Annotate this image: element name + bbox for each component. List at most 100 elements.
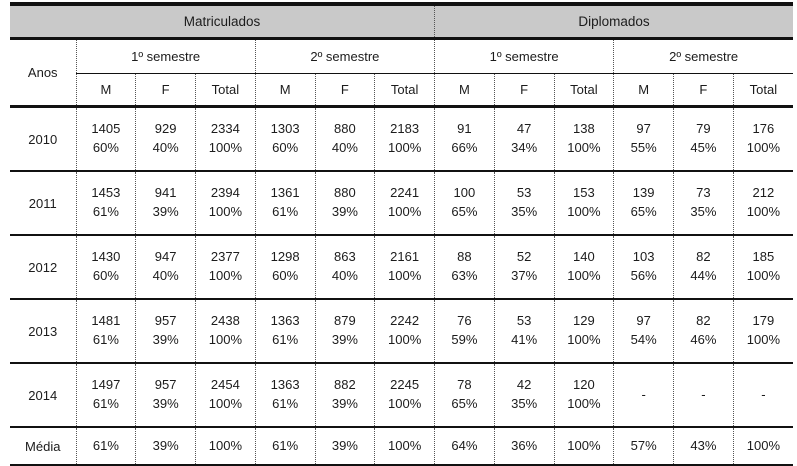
row-label-cell: 2011 (28, 195, 57, 211)
data-cell: 76 59% (434, 299, 495, 363)
data-cell: 100 65% (434, 171, 495, 235)
data-cell: 47 34% (493, 106, 554, 171)
row-label-cell: 2012 (28, 259, 58, 275)
data-cell: 179 100% (732, 299, 793, 363)
data-cell: 97 55% (613, 106, 674, 171)
data-cell: 91 66% (434, 106, 495, 171)
data-cell: 863 40% (314, 235, 375, 299)
data-cell: 1430 60% (75, 235, 136, 299)
data-cell: - (613, 363, 674, 427)
col-header-f: F (673, 73, 734, 107)
data-cell: 185 100% (732, 235, 793, 299)
data-cell: 176 100% (732, 106, 793, 171)
data-cell: 1363 61% (254, 299, 315, 363)
data-cell: 73 35% (673, 171, 734, 235)
enrollment-graduates-table: Matriculados Diplomados Anos 1º semestre… (10, 2, 793, 466)
table-row: 2014 1497 61% 957 39% 2454 100% 1363 61% 882 39% 22… (10, 363, 793, 427)
data-cell: 941 39% (135, 171, 196, 235)
semester-header-3: 1º semestre (433, 38, 614, 74)
data-cell: 97 54% (613, 299, 674, 363)
data-cell: 2161 100% (374, 235, 435, 299)
data-cell: 138 100% (553, 106, 614, 171)
table-row: 2011 1453 61% 941 39% 2394 100% 1361 61% 880 39% 22… (10, 171, 793, 235)
data-cell: - (732, 363, 793, 427)
semester-header-1: 1º semestre (75, 38, 256, 74)
data-cell: 39% (314, 427, 375, 466)
data-cell: 88 63% (434, 235, 495, 299)
table-body: 2010 1405 60% 929 40% 2334 100% 1303 60% 880 40% 21… (10, 106, 793, 466)
data-cell: - (673, 363, 734, 427)
row-label-cell: 2010 (28, 131, 58, 147)
semester-header-row: Anos 1º semestre 2º semestre 1º semestre… (10, 38, 793, 80)
data-cell: 2245 100% (374, 363, 435, 427)
data-cell: 78 65% (434, 363, 495, 427)
data-cell: 957 39% (135, 363, 196, 427)
col-header-f: F (135, 73, 196, 107)
col-header-f: F (493, 73, 554, 107)
data-cell: 103 56% (613, 235, 674, 299)
data-cell: 82 46% (673, 299, 734, 363)
data-cell: 82 44% (673, 235, 734, 299)
table-row: 2013 1481 61% 957 39% 2438 100% 1363 61% 879 39% 22… (10, 299, 793, 363)
data-cell: 2454 100% (195, 363, 256, 427)
col-header-total: Total (732, 73, 793, 107)
data-cell: 120 100% (553, 363, 614, 427)
data-cell: 100% (553, 427, 614, 466)
data-cell: 1303 60% (254, 106, 315, 171)
data-cell: 1497 61% (75, 363, 136, 427)
data-cell: 2438 100% (195, 299, 256, 363)
data-cell: 61% (254, 427, 315, 466)
data-cell: 129 100% (553, 299, 614, 363)
col-header-total: Total (195, 73, 256, 107)
table-row: 2012 1430 60% 947 40% 2377 100% 1298 60% 863 40% 21… (10, 235, 793, 299)
data-cell: 39% (135, 427, 196, 466)
col-header-m: M (75, 73, 136, 107)
data-cell: 100% (195, 427, 256, 466)
data-cell: 42 35% (493, 363, 554, 427)
data-cell: 2241 100% (374, 171, 435, 235)
col-header-total: Total (374, 73, 435, 107)
data-cell: 57% (613, 427, 674, 466)
data-cell: 36% (493, 427, 554, 466)
data-cell: 2334 100% (195, 106, 256, 171)
data-cell: 957 39% (135, 299, 196, 363)
col-header-f: F (314, 73, 375, 107)
col-header-m: M (254, 73, 315, 107)
group-header-matriculados: Matriculados (10, 4, 435, 40)
data-cell: 1361 61% (254, 171, 315, 235)
data-cell: 1298 60% (254, 235, 315, 299)
semester-header-4: 2º semestre (613, 38, 793, 74)
data-cell: 879 39% (314, 299, 375, 363)
data-cell: 79 45% (673, 106, 734, 171)
data-cell: 52 37% (493, 235, 554, 299)
data-cell: 53 35% (493, 171, 554, 235)
data-cell: 947 40% (135, 235, 196, 299)
data-cell: 929 40% (135, 106, 196, 171)
data-cell: 100% (732, 427, 793, 466)
data-cell: 882 39% (314, 363, 375, 427)
group-header-diplomados: Diplomados (434, 4, 793, 40)
table-row: 2010 1405 60% 929 40% 2334 100% 1303 60% 880 40% 21… (10, 106, 793, 171)
row-label-cell: 2013 (28, 323, 58, 339)
data-cell: 212 100% (732, 171, 793, 235)
data-cell: 1363 61% (254, 363, 315, 427)
data-cell: 880 39% (314, 171, 375, 235)
data-cell: 2377 100% (195, 235, 256, 299)
data-cell: 153 100% (553, 171, 614, 235)
data-cell: 140 100% (553, 235, 614, 299)
semester-header-2: 2º semestre (254, 38, 435, 74)
data-cell: 1481 61% (75, 299, 136, 363)
row-header-anos: Anos (27, 65, 58, 80)
data-cell: 64% (434, 427, 495, 466)
data-cell: 61% (75, 427, 136, 466)
data-cell: 1453 61% (75, 171, 136, 235)
col-header-m: M (434, 73, 495, 107)
row-label-cell: 2014 (28, 387, 58, 403)
data-cell: 53 41% (493, 299, 554, 363)
data-cell: 139 65% (613, 171, 674, 235)
data-cell: 43% (673, 427, 734, 466)
table-row-media: Média 61% 39% 100% 61% 39% 100% 64% 36% 100% 57% 43… (10, 427, 793, 466)
data-cell: 100% (374, 427, 435, 466)
data-cell: 880 40% (314, 106, 375, 171)
